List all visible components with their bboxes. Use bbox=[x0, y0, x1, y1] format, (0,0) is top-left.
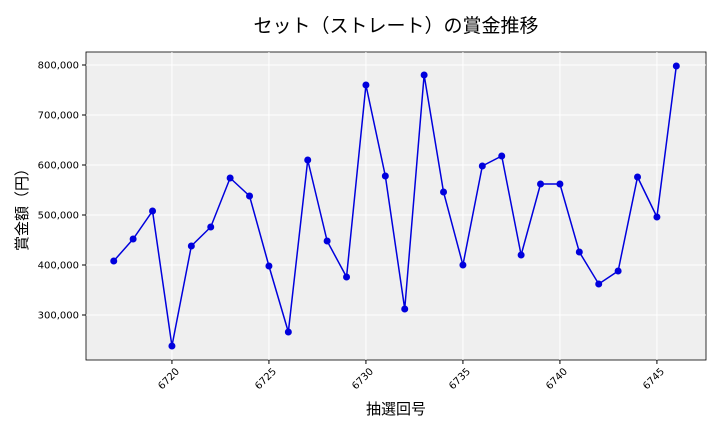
plot-area bbox=[85, 51, 707, 361]
y-tick-label: 600,000 bbox=[38, 161, 79, 172]
point bbox=[226, 174, 234, 182]
point bbox=[459, 261, 467, 269]
chart-title: セット（ストレート）の賞金推移 bbox=[253, 15, 538, 37]
point bbox=[207, 223, 215, 231]
point bbox=[343, 273, 351, 281]
point bbox=[478, 162, 486, 170]
point bbox=[304, 156, 312, 164]
point bbox=[265, 262, 273, 270]
point bbox=[634, 173, 642, 181]
y-tick-label: 800,000 bbox=[38, 61, 79, 72]
point bbox=[284, 328, 292, 336]
point bbox=[537, 180, 545, 188]
x-tick-label: 6745 bbox=[641, 366, 667, 392]
y-tick-label: 700,000 bbox=[38, 111, 79, 122]
point bbox=[362, 81, 370, 89]
point bbox=[187, 242, 195, 250]
point bbox=[323, 237, 331, 245]
point bbox=[517, 251, 525, 259]
point bbox=[498, 152, 506, 160]
point bbox=[440, 188, 448, 196]
point bbox=[575, 248, 583, 256]
point bbox=[420, 71, 428, 79]
point bbox=[595, 280, 603, 288]
point bbox=[401, 305, 409, 313]
point bbox=[246, 192, 254, 200]
point bbox=[672, 62, 680, 70]
point bbox=[110, 257, 118, 265]
x-tick-label: 6740 bbox=[544, 366, 570, 392]
point bbox=[614, 267, 622, 275]
point bbox=[653, 213, 661, 221]
y-tick-label: 400,000 bbox=[38, 261, 79, 272]
y-tick-label: 300,000 bbox=[38, 311, 79, 322]
line bbox=[113, 65, 678, 347]
point bbox=[168, 342, 176, 350]
y-axis-label: 賞金額（円） bbox=[13, 161, 31, 251]
point bbox=[556, 180, 564, 188]
x-tick-label: 6725 bbox=[253, 366, 279, 392]
y-tick-label: 500,000 bbox=[38, 211, 79, 222]
x-tick-label: 6735 bbox=[447, 366, 473, 392]
x-tick-label: 6730 bbox=[350, 366, 376, 392]
x-tick-label: 6720 bbox=[156, 366, 182, 392]
point bbox=[129, 235, 137, 243]
point bbox=[149, 207, 157, 215]
point bbox=[381, 172, 389, 180]
x-axis-label: 抽選回号 bbox=[366, 400, 426, 418]
